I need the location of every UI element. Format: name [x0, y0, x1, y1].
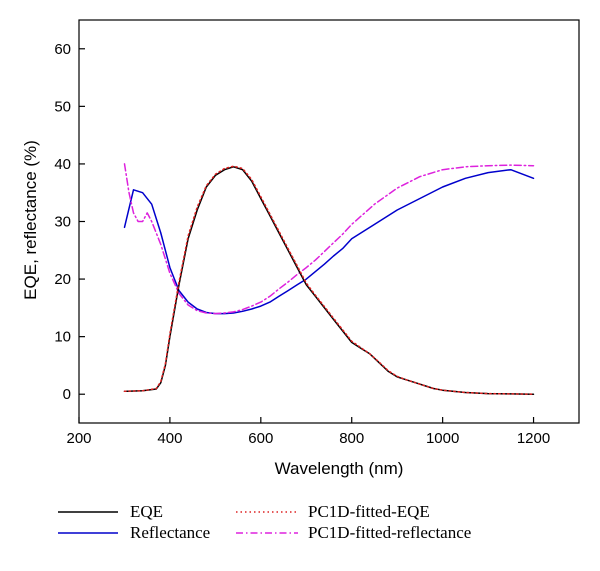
- y-axis-title: EQE, reflectance (%): [21, 140, 40, 300]
- series-line-pc1d-fitted-eqe: [123, 165, 535, 395]
- legend-label: PC1D-fitted-reflectance: [308, 523, 471, 542]
- y-tick-label: 0: [63, 386, 71, 403]
- y-tick-label: 30: [54, 214, 71, 231]
- y-tick-label: 60: [54, 41, 71, 58]
- legend: EQE Reflectance PC1D-fitted-EQE PC1D-fitted…: [58, 502, 471, 542]
- plot-border: [78, 19, 580, 424]
- series-line-pc1d-fitted-reflectance: [123, 163, 535, 315]
- y-tick-label: 40: [54, 156, 71, 173]
- y-tick-label: 20: [54, 271, 71, 288]
- legend-label: Reflectance: [130, 523, 210, 542]
- y-tick-label: 10: [54, 329, 71, 346]
- x-tick-label: 200: [66, 430, 91, 447]
- series-line-reflectance: [123, 168, 535, 315]
- x-tick-label: 1200: [517, 430, 550, 447]
- x-tick-label: 800: [339, 430, 364, 447]
- plot-frame: [78, 19, 580, 424]
- y-tick-label: 50: [54, 98, 71, 115]
- legend-label: EQE: [130, 502, 163, 521]
- x-axis-title: Wavelength (nm): [275, 459, 404, 478]
- x-tick-label: 600: [248, 430, 273, 447]
- x-tick-label: 400: [157, 430, 182, 447]
- series-layer: [123, 163, 535, 395]
- x-tick-label: 1000: [426, 430, 459, 447]
- legend-label: PC1D-fitted-EQE: [308, 502, 430, 521]
- series-line-eqe: [123, 166, 535, 395]
- axis-ticks: 200 400 600 800 1000 1200 0 10 20 30 40 50 60: [54, 41, 550, 447]
